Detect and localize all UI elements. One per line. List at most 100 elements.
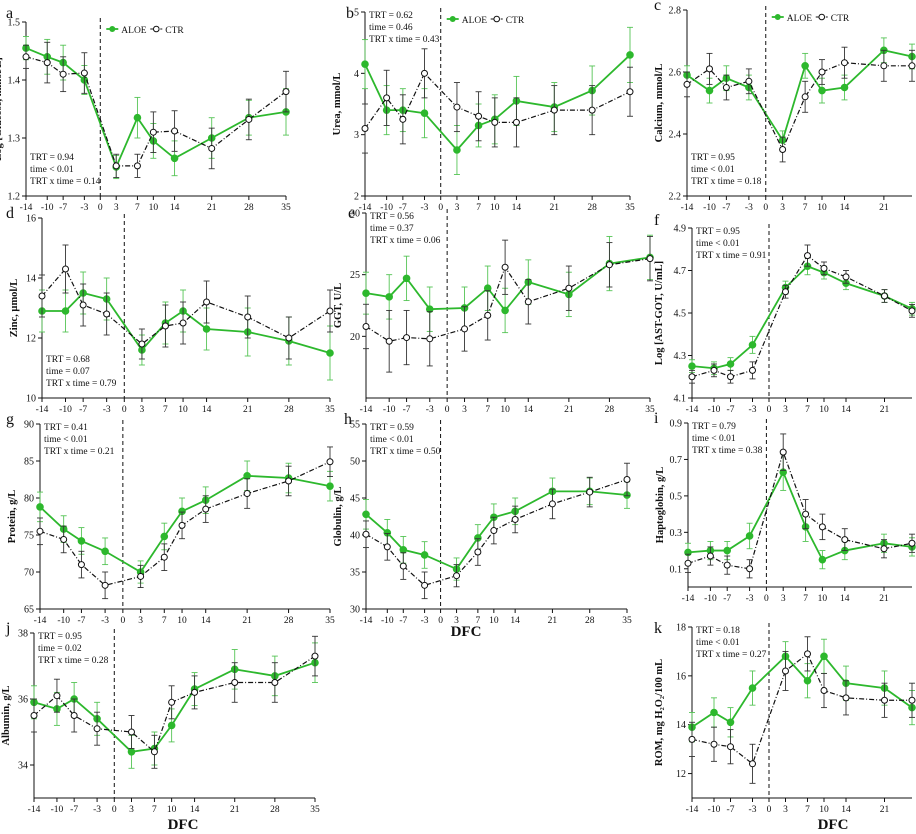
data-point-ctr xyxy=(53,692,61,700)
series-ctr xyxy=(22,41,290,178)
data-point-aloe xyxy=(818,555,827,564)
data-point-ctr xyxy=(22,53,30,61)
stats-line: TRT = 0.59 xyxy=(370,423,414,433)
x-tick-label: 0 xyxy=(445,405,450,415)
data-point-ctr xyxy=(461,325,469,333)
panel-label-c: c xyxy=(654,0,661,14)
data-point-ctr xyxy=(820,687,828,695)
data-point-ctr xyxy=(453,572,461,580)
series-ctr xyxy=(684,433,916,579)
data-point-ctr xyxy=(79,301,87,309)
series-ctr xyxy=(688,636,916,784)
x-tick-label: -3 xyxy=(745,203,753,213)
x-tick-label: -3 xyxy=(80,203,88,213)
y-tick-label: 0.9 xyxy=(670,419,683,430)
data-point-aloe xyxy=(453,146,461,154)
y-tick-label: 5 xyxy=(354,8,359,19)
stats-line: TRT x time = 0.38 xyxy=(692,446,763,456)
series-line xyxy=(691,654,913,728)
data-point-aloe xyxy=(361,60,369,68)
data-point-aloe xyxy=(818,86,826,95)
legend-label-aloe: ALOE xyxy=(787,14,813,24)
data-point-aloe xyxy=(402,274,411,283)
x-tick-label: 14 xyxy=(840,594,850,604)
x-tick-label: 7 xyxy=(805,405,810,415)
y-axis-label: Log [Glucose, mmol/L] xyxy=(0,57,4,161)
x-tick-label: 3 xyxy=(780,203,785,213)
series-line xyxy=(691,265,913,370)
x-tick-label: 7 xyxy=(162,616,167,626)
x-tick-label: 10 xyxy=(177,616,187,626)
x-tick-label: 7 xyxy=(475,616,480,626)
stats-line: TRT x time = 0.50 xyxy=(370,447,441,457)
legend-marker-ctr xyxy=(818,13,826,21)
data-point-ctr xyxy=(244,313,252,321)
data-point-ctr xyxy=(399,115,407,123)
data-point-ctr xyxy=(203,298,211,306)
data-point-ctr xyxy=(326,307,334,315)
x-tick-label: -10 xyxy=(381,616,394,626)
data-point-ctr xyxy=(311,652,319,660)
data-point-ctr xyxy=(684,559,692,567)
data-point-ctr xyxy=(688,735,696,743)
x-tick-label: -14 xyxy=(681,203,694,213)
data-point-ctr xyxy=(101,581,109,589)
x-tick-label: 35 xyxy=(310,805,320,815)
x-tick-label: 10 xyxy=(818,594,828,604)
data-point-ctr xyxy=(60,535,68,543)
x-tick-label: 28 xyxy=(284,616,294,626)
x-tick-label: 14 xyxy=(190,805,200,815)
data-point-aloe xyxy=(801,62,809,70)
data-point-aloe xyxy=(501,306,509,315)
data-point-ctr xyxy=(779,146,787,153)
series-aloe xyxy=(36,460,334,584)
x-tick-label: 35 xyxy=(325,616,335,626)
data-point-ctr xyxy=(881,696,888,704)
data-point-ctr xyxy=(908,307,916,315)
x-tick-label: -3 xyxy=(93,805,101,815)
data-point-ctr xyxy=(43,59,51,67)
x-tick-label: 21 xyxy=(207,203,217,213)
data-point-ctr xyxy=(361,125,369,133)
data-point-ctr xyxy=(623,476,631,483)
data-point-ctr xyxy=(171,127,179,135)
x-tick-label: 21 xyxy=(550,203,560,213)
x-tick-label: 21 xyxy=(879,203,889,213)
data-point-aloe xyxy=(202,325,211,333)
data-point-ctr xyxy=(150,748,158,756)
data-point-aloe xyxy=(61,307,70,315)
data-point-ctr xyxy=(511,515,519,523)
x-tick-label: 0 xyxy=(764,594,769,604)
y-tick-label: 1.3 xyxy=(8,134,21,145)
x-tick-label: 3 xyxy=(462,405,467,415)
data-point-ctr xyxy=(804,252,811,260)
data-point-ctr xyxy=(723,561,731,569)
y-tick-label: 14 xyxy=(676,720,686,731)
data-point-aloe xyxy=(243,472,251,480)
stats-line: TRT = 0.95 xyxy=(696,227,740,237)
data-point-ctr xyxy=(586,488,594,496)
data-point-ctr xyxy=(818,523,826,531)
data-point-ctr xyxy=(683,80,691,88)
x-tick-label: 3 xyxy=(783,405,788,415)
x-tick-label: -3 xyxy=(421,203,429,213)
x-tick-label: 10 xyxy=(167,805,177,815)
y-tick-label: 12 xyxy=(676,769,686,780)
data-point-ctr xyxy=(490,527,498,535)
data-point-aloe xyxy=(326,349,334,357)
x-tick-label: 3 xyxy=(138,616,143,626)
x-tick-label: 7 xyxy=(476,203,481,213)
legend-label-aloe: ALOE xyxy=(121,26,147,36)
stats-line: TRT x time = 0.14 xyxy=(30,177,101,187)
data-point-ctr xyxy=(191,688,199,696)
x-tick-label: 21 xyxy=(243,405,253,415)
data-point-ctr xyxy=(138,340,146,348)
data-point-ctr xyxy=(565,284,573,292)
x-tick-label: 10 xyxy=(819,805,829,815)
series-line xyxy=(691,254,913,378)
data-point-aloe xyxy=(385,293,393,301)
y-tick-label: 70 xyxy=(24,568,34,579)
series-line xyxy=(25,47,287,170)
